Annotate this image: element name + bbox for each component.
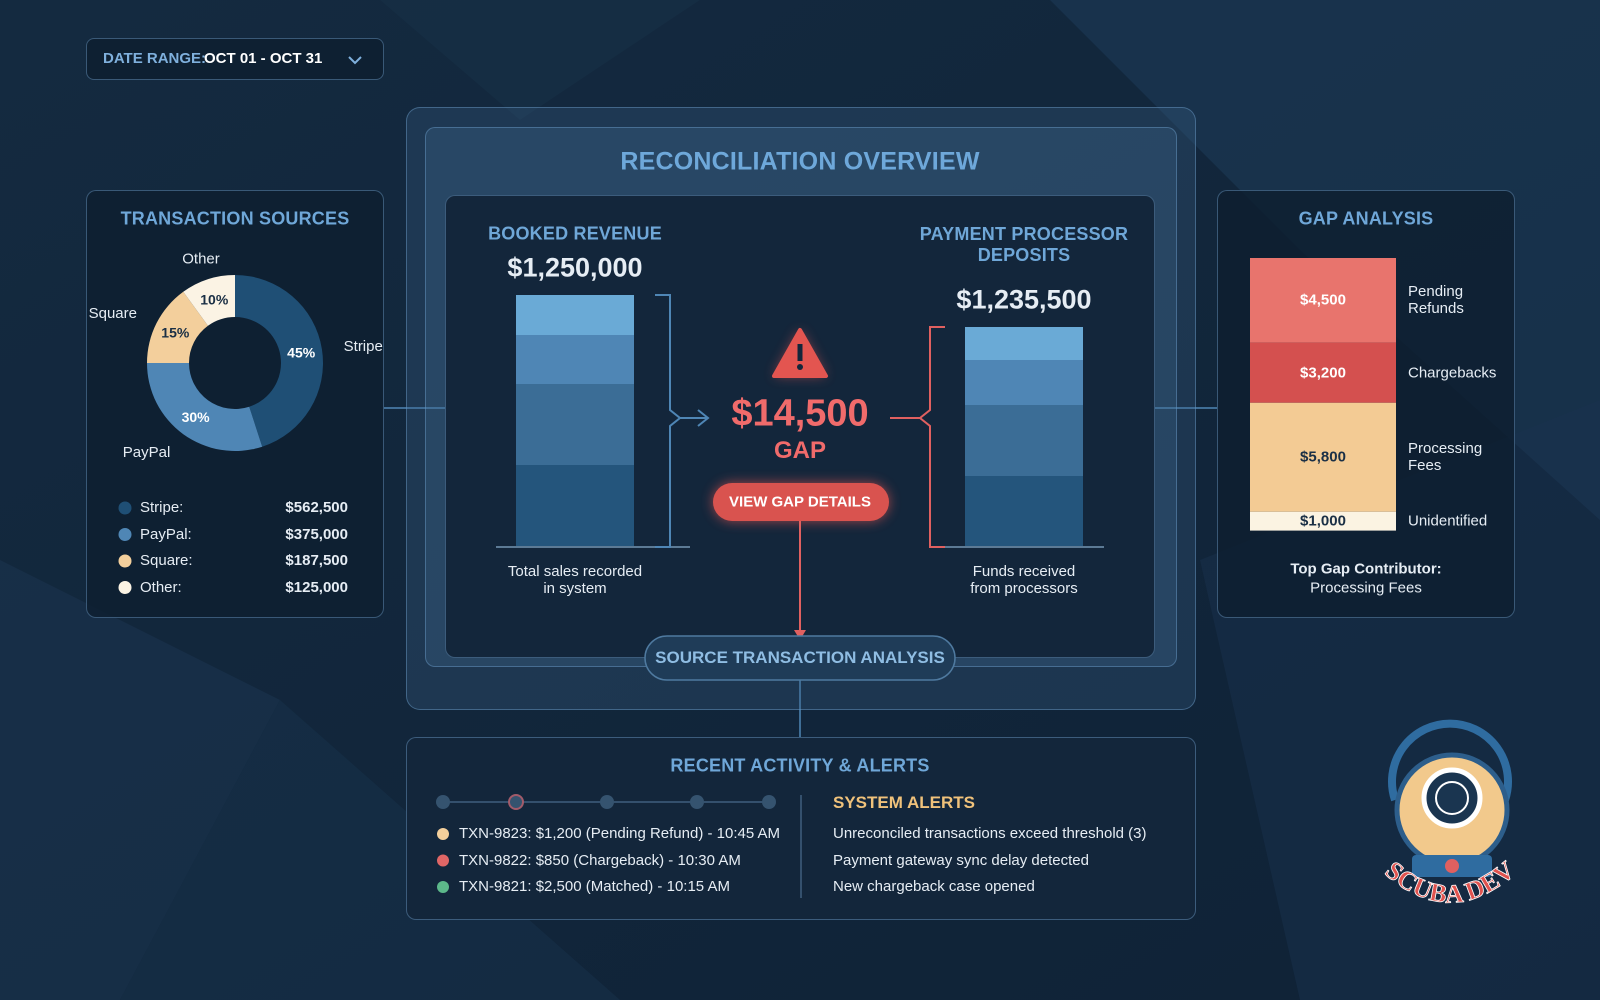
booked-caption: Total sales recorded in system xyxy=(507,563,643,597)
gap-analysis-title: GAP ANALYSIS xyxy=(1298,208,1434,229)
gap-amount: $14,500 xyxy=(731,392,869,435)
top-contributor-value: Processing Fees xyxy=(1310,579,1422,597)
legend-name: Other: xyxy=(140,578,182,596)
gap-segment-label: $5,800 xyxy=(1300,448,1346,466)
gap-segment xyxy=(1250,511,1396,531)
gap-segment-label: $3,200 xyxy=(1300,364,1346,382)
legend-name: Stripe: xyxy=(140,499,184,516)
booked-amount: $1,250,000 xyxy=(507,252,643,283)
date-range-picker[interactable]: DATE RANGE: OCT 01 - OCT 31 xyxy=(86,38,384,80)
alerts-title: SYSTEM ALERTS xyxy=(833,793,975,812)
slice-category-label: Stripe xyxy=(344,338,383,355)
gap-legend-name: Pending Refunds xyxy=(1408,283,1464,318)
view-gap-details-button[interactable]: VIEW GAP DETAILS xyxy=(729,493,871,511)
slice-value-label: 15% xyxy=(161,325,190,341)
top-contributor-label: Top Gap Contributor: xyxy=(1290,560,1442,578)
legend-swatch xyxy=(118,501,132,515)
slice-value-label: 30% xyxy=(182,409,211,425)
date-range-label: DATE RANGE: xyxy=(103,50,207,67)
transaction-status-dot xyxy=(437,854,449,867)
donut-slice xyxy=(147,291,208,363)
transaction-status-dot xyxy=(437,828,449,840)
gap-legend-name: Unidentified xyxy=(1408,512,1488,530)
legend-name: Square: xyxy=(140,552,193,569)
deposits-caption: Funds received from processors xyxy=(970,563,1078,597)
legend-amount: $187,500 xyxy=(285,552,348,569)
legend-name: PayPal: xyxy=(140,525,192,543)
donut-slice xyxy=(147,363,263,451)
legend-amount: $125,000 xyxy=(285,578,348,596)
gap-segment xyxy=(1250,342,1396,403)
transaction-status-dot xyxy=(437,881,449,893)
gap-segment-label: $4,500 xyxy=(1300,291,1346,309)
transaction-sources-title: TRANSACTION SOURCES xyxy=(120,208,350,229)
deposits-amount: $1,235,500 xyxy=(956,284,1092,315)
legend-swatch xyxy=(118,528,132,541)
slice-value-label: 10% xyxy=(200,291,229,307)
recent-activity-title: RECENT ACTIVITY & ALERTS xyxy=(670,755,930,776)
gap-label: GAP xyxy=(773,437,827,464)
source-analysis-button[interactable]: SOURCE TRANSACTION ANALYSIS xyxy=(655,648,945,667)
slice-category-label: Square xyxy=(89,305,137,322)
booked-label: BOOKED REVENUE xyxy=(488,223,662,244)
chevron xyxy=(348,56,362,65)
gap-legend-name: Processing Fees xyxy=(1408,440,1483,475)
donut-slice xyxy=(183,275,235,326)
gap-segment xyxy=(1250,402,1396,512)
transaction-item: TXN-9823: $1,200 (Pending Refund) - 10:4… xyxy=(459,825,781,842)
gap-segment-label: $1,000 xyxy=(1300,512,1346,530)
legend-amount: $375,000 xyxy=(285,525,348,543)
transaction-item: TXN-9821: $2,500 (Matched) - 10:15 AM xyxy=(459,878,730,895)
slice-category-label: PayPal xyxy=(123,444,171,461)
slice-value-label: 45% xyxy=(287,345,316,361)
deposits-label: PAYMENT PROCESSOR DEPOSITS xyxy=(919,224,1129,265)
donut-slice xyxy=(235,275,323,447)
alert-item: Unreconciled transactions exceed thresho… xyxy=(833,825,1147,842)
slice-category-label: Other xyxy=(182,250,220,267)
alert-item: Payment gateway sync delay detected xyxy=(833,851,1089,869)
transaction-sources-panel xyxy=(86,190,384,618)
gap-legend-name: Chargebacks xyxy=(1408,364,1497,382)
legend-swatch xyxy=(118,554,132,568)
overview-title: RECONCILIATION OVERVIEW xyxy=(620,147,980,176)
date-range-value: OCT 01 - OCT 31 xyxy=(204,50,323,67)
alert-item: New chargeback case opened xyxy=(833,878,1035,895)
legend-swatch xyxy=(118,581,132,594)
transaction-item: TXN-9822: $850 (Chargeback) - 10:30 AM xyxy=(459,851,741,869)
gap-segment xyxy=(1250,258,1396,343)
legend-amount: $562,500 xyxy=(285,499,348,516)
